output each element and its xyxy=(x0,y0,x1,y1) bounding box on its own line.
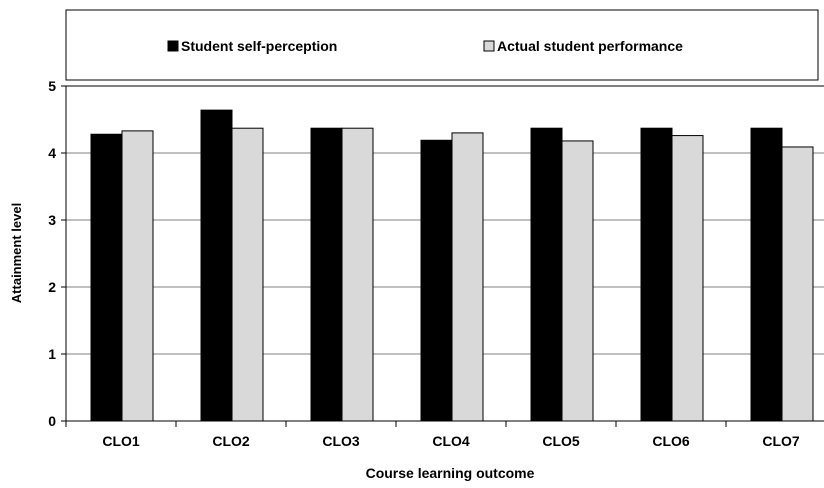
x-tick-label: CLO2 xyxy=(212,433,250,449)
legend-box xyxy=(65,9,819,81)
y-tick-label: 5 xyxy=(48,78,56,94)
bar-actual-performance-clo1 xyxy=(121,130,154,422)
bar-actual-performance-clo4 xyxy=(451,132,484,422)
bar-actual-performance-clo7 xyxy=(781,146,814,422)
bars xyxy=(90,109,814,422)
bar-self-perception-clo7 xyxy=(750,127,783,422)
x-tick-label: CLO6 xyxy=(652,433,690,449)
x-ticks: CLO1 CLO2 CLO3 CLO4 CLO5 CLO6 CLO7 xyxy=(65,421,800,449)
y-tick-label: 2 xyxy=(48,279,56,295)
x-tick-label: CLO4 xyxy=(432,433,470,449)
y-tick-label: 1 xyxy=(48,346,56,362)
bar-actual-performance-clo6 xyxy=(671,135,704,422)
x-tick-label: CLO1 xyxy=(102,433,140,449)
bar-actual-performance-clo3 xyxy=(341,127,374,422)
y-tick-label: 0 xyxy=(48,413,56,429)
y-tick-label: 3 xyxy=(48,212,56,228)
bar-self-perception-clo3 xyxy=(310,127,343,422)
x-tick-label: CLO5 xyxy=(542,433,580,449)
x-tick-label: CLO7 xyxy=(762,433,800,449)
legend-swatch-actual-performance xyxy=(483,40,495,52)
y-ticks: 0 1 2 3 4 5 xyxy=(48,78,66,429)
x-tick-label: CLO3 xyxy=(322,433,360,449)
bar-self-perception-clo1 xyxy=(90,133,123,422)
bar-actual-performance-clo2 xyxy=(231,127,264,422)
legend-swatch-self-perception xyxy=(167,40,179,52)
legend: Student self-perception Actual student p… xyxy=(167,38,683,54)
x-axis-label: Course learning outcome xyxy=(366,465,535,481)
legend-label-self-perception: Student self-perception xyxy=(181,38,337,54)
bar-self-perception-clo2 xyxy=(200,109,233,422)
legend-label-actual-performance: Actual student performance xyxy=(497,38,683,54)
bar-self-perception-clo6 xyxy=(640,127,673,422)
bar-self-perception-clo5 xyxy=(530,127,563,422)
y-tick-label: 4 xyxy=(48,145,56,161)
bar-self-perception-clo4 xyxy=(420,139,453,422)
bar-actual-performance-clo5 xyxy=(561,140,594,422)
y-axis-label: Attainment level xyxy=(9,203,24,303)
